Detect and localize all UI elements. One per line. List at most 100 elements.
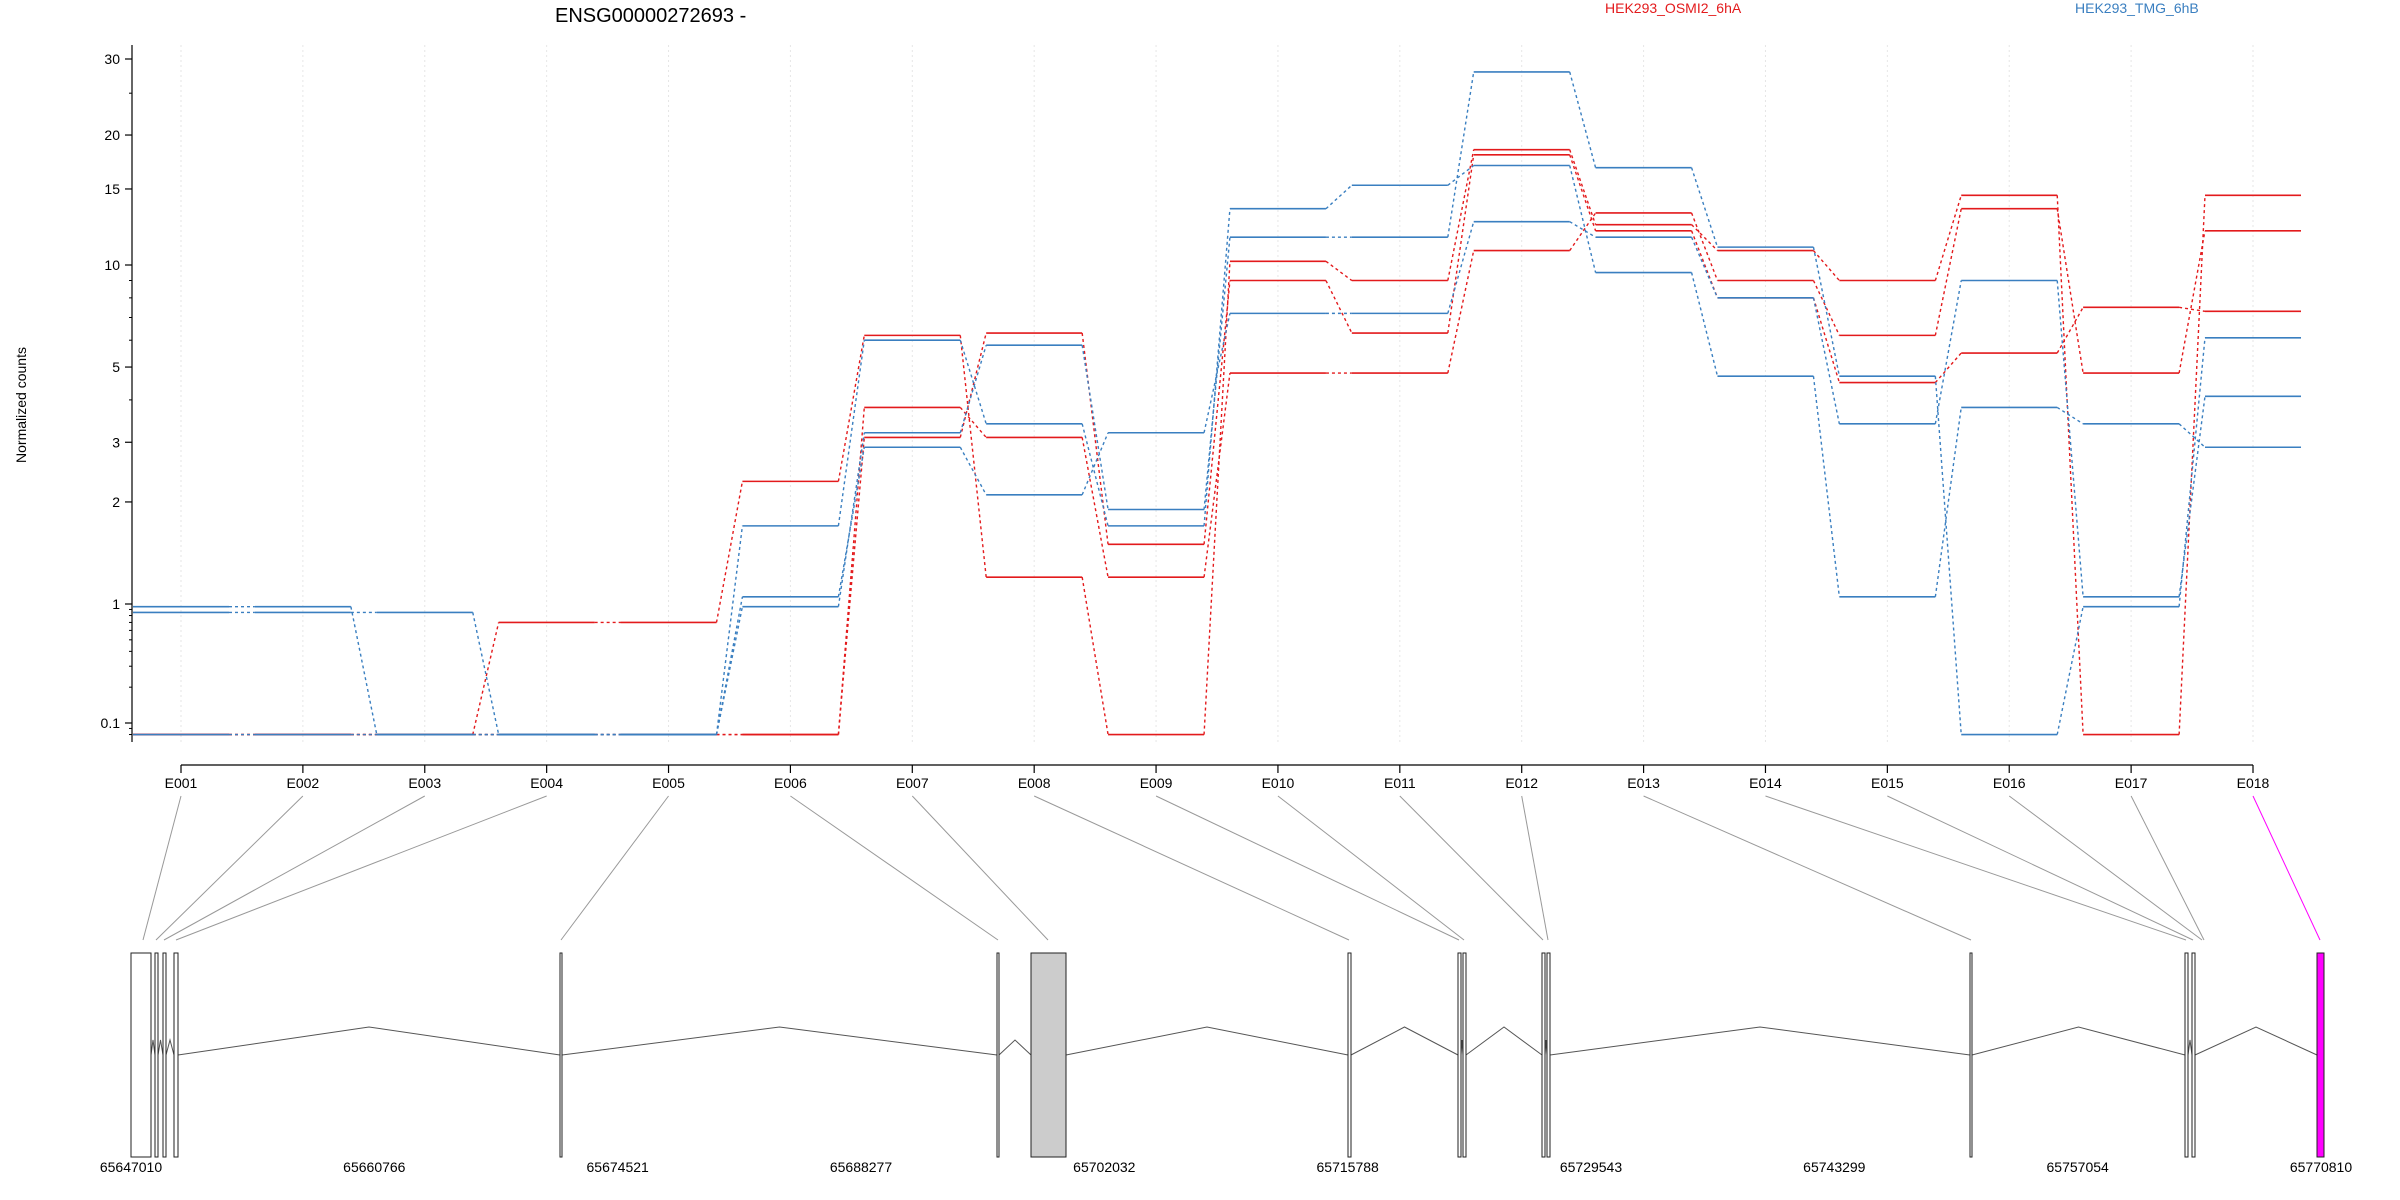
x-tick-label: E013 (1627, 775, 1660, 791)
exon-box (1030, 952, 1067, 1158)
series-connector (1934, 352, 1962, 384)
genomic-coordinate-label: 65770810 (2290, 1159, 2353, 1175)
series-connector (1934, 376, 1962, 735)
series-connector (472, 612, 500, 735)
x-tick-label: E007 (896, 775, 929, 791)
genomic-coordinate-label: 65702032 (1073, 1159, 1136, 1175)
chart-title: ENSG00000272693 - (555, 5, 746, 27)
series-connector (1569, 149, 1597, 225)
exon-box (1347, 952, 1352, 1158)
exon-box (1457, 952, 1462, 1158)
x-tick-label: E017 (2115, 775, 2148, 791)
series-connector (1447, 71, 1475, 238)
genomic-coordinate-label: 65660766 (343, 1159, 406, 1175)
genomic-coordinate-label: 65647010 (100, 1159, 163, 1175)
series-connector (2179, 306, 2206, 313)
exon-connector (1643, 795, 1972, 941)
series-connector (959, 335, 987, 578)
series-connector (1812, 297, 1841, 383)
series-connector (2056, 406, 2084, 425)
exon-connector (1765, 795, 2187, 941)
series-connector (837, 437, 865, 735)
exon-box (1969, 952, 1973, 1158)
exon-connector (911, 795, 1049, 941)
x-tick-label: E001 (165, 775, 198, 791)
series-connector (1569, 221, 1596, 238)
series-connector (1203, 372, 1231, 578)
intron-line (2194, 1026, 2318, 1056)
x-tick-label: E018 (2237, 775, 2270, 791)
series-connector (959, 446, 987, 496)
series-connector (1934, 195, 1962, 281)
legend-entry-osmi2: HEK293_OSMI2_6hA (1605, 0, 1742, 16)
series-connector (1690, 212, 1719, 281)
intron-line (177, 1026, 561, 1056)
intron-line (2187, 1039, 2193, 1056)
y-tick-label: 20 (104, 127, 120, 143)
series-connector (837, 432, 865, 607)
y-tick-label: 10 (104, 257, 120, 273)
intron-line (157, 1039, 164, 1056)
series-connector (2056, 195, 2084, 735)
series-connector (715, 596, 744, 735)
exon-box (154, 952, 159, 1158)
series-connector (1812, 246, 1841, 377)
x-tick-label: E005 (652, 775, 685, 791)
series-connector (1934, 280, 1962, 424)
exon-connectors (142, 795, 2321, 941)
exon-box (2191, 952, 2196, 1158)
y-tick-label: 15 (104, 181, 120, 197)
intron-line (1350, 1026, 1459, 1056)
series-connector (2178, 396, 2206, 597)
x-tick-label: E011 (1384, 775, 1416, 791)
series-connector (2056, 307, 2084, 354)
series-connector (1203, 280, 1231, 545)
series-connector (1569, 71, 1597, 168)
series-connector (715, 606, 744, 735)
series-connector (1690, 236, 1719, 299)
y-tick-label: 1 (112, 596, 120, 612)
genomic-coordinate-label: 65729543 (1560, 1159, 1623, 1175)
series-connector (959, 406, 987, 438)
x-tick-label: E006 (774, 775, 807, 791)
series-connector (1447, 154, 1475, 334)
y-tick-label: 2 (112, 494, 120, 510)
exon-connector (1155, 795, 1460, 941)
series-5 (133, 164, 2301, 736)
intron-line (1465, 1026, 1543, 1056)
series-connector (959, 339, 987, 425)
exon-connector (1033, 795, 1350, 941)
x-tick-label: E014 (1749, 775, 1782, 791)
series-4 (133, 71, 2301, 736)
series-connector (1691, 224, 1718, 252)
exon-connector (155, 795, 304, 941)
exon-connector (142, 795, 182, 941)
intron-line (1971, 1026, 2186, 1056)
genomic-coordinate-label: 65688277 (830, 1159, 893, 1175)
series-connector (837, 335, 865, 482)
series-connector (2056, 606, 2084, 735)
x-tick-label: E004 (530, 775, 563, 791)
genomic-coordinate-label: 65674521 (587, 1159, 650, 1175)
y-tick-label: 5 (112, 359, 120, 375)
series-connector (837, 340, 865, 526)
exon-box (1546, 952, 1551, 1158)
intron-line (1549, 1026, 1971, 1056)
series-3 (133, 153, 2301, 736)
y-axis-label: Normalized counts (13, 347, 29, 463)
x-tick-label: E015 (1871, 775, 1904, 791)
gridlines (180, 45, 2254, 742)
series-connector (1203, 208, 1231, 526)
series-connector (1081, 577, 1109, 735)
series-connector (2178, 230, 2206, 374)
series-lines (133, 71, 2301, 736)
x-tick-label: E016 (1993, 775, 2026, 791)
genomic-coordinate-label: 65715788 (1317, 1159, 1380, 1175)
series-connector (1447, 221, 1475, 314)
gene-model: 65647010 65660766 65674521 65688277 65702032… (100, 952, 2353, 1175)
y-tick-label: 0.1 (101, 715, 121, 731)
series-connector (715, 481, 744, 623)
series-connector (350, 606, 378, 735)
series-6 (133, 220, 2301, 736)
